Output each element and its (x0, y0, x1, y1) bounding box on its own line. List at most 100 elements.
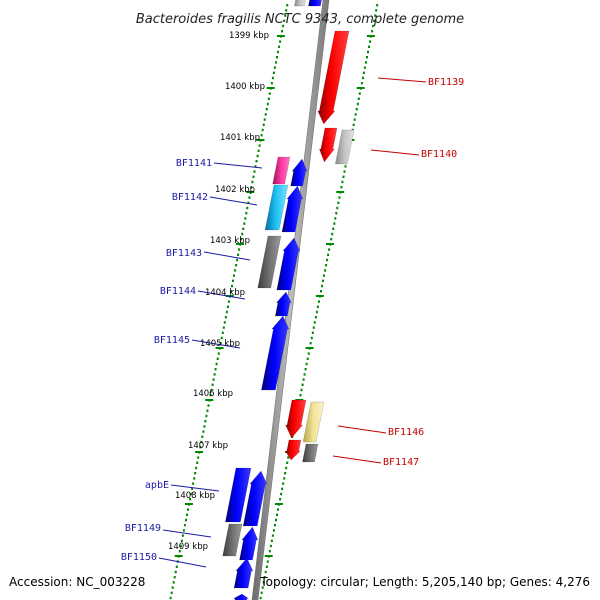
gene-bf1146-segment (302, 401, 325, 443)
ruler-dot (334, 217, 337, 220)
ruler-dot (266, 560, 269, 563)
gene-label-apbe: apbE (145, 480, 169, 491)
gene-label-bf1139: BF1139 (428, 77, 464, 88)
ruler-dot (262, 581, 265, 584)
ruler-dot (220, 336, 223, 340)
ruler-dot (238, 248, 241, 251)
ruler-dot (270, 82, 273, 85)
ruler-dot (301, 383, 304, 386)
ruler-dot (360, 82, 363, 85)
ruler-dot (320, 290, 322, 293)
ruler-dot (335, 212, 338, 215)
ruler-dot (354, 113, 357, 116)
ruler-dot (271, 76, 274, 80)
ruler-dot (277, 508, 279, 511)
ruler-dot (269, 544, 272, 548)
ruler-dot (194, 472, 197, 475)
ruler-dot (241, 232, 244, 236)
ruler-dot (255, 160, 258, 163)
ruler-dot (300, 388, 303, 392)
ruler-dot (182, 529, 185, 532)
ruler-dot (251, 180, 254, 184)
ruler-dot (356, 102, 359, 106)
gene-bottom-partial (233, 593, 250, 600)
ruler-dot (365, 61, 367, 64)
ruler-dot (333, 222, 336, 225)
ruler-dot (286, 4, 289, 7)
ruler-dot (361, 76, 364, 80)
ruler-dot (263, 576, 266, 579)
ruler-dot (344, 165, 347, 168)
ruler-dot (170, 591, 173, 594)
ruler-dot (343, 170, 346, 173)
ruler-dot (231, 284, 233, 288)
ruler-dot (336, 206, 339, 210)
leader-bf1147 (332, 455, 382, 464)
ruler-dot (374, 14, 377, 17)
ruler-dot (254, 165, 257, 168)
leader-bf1149 (162, 529, 212, 538)
gene-label-bf1144: BF1144 (160, 286, 196, 297)
leader-apbe (170, 484, 220, 492)
ruler-dot (275, 518, 277, 522)
ruler-dot (207, 404, 210, 407)
kbp-label: 1407 kbp (188, 441, 228, 451)
ruler-dot (317, 300, 320, 303)
ruler-dot (205, 414, 208, 418)
gene-bf1140 (319, 127, 338, 163)
ruler-dot (169, 596, 172, 600)
gene-bf1141-pink (272, 156, 291, 185)
gene-label-bf1150: BF1150 (121, 552, 157, 563)
ruler-dot (224, 316, 227, 319)
leader-bf1146 (337, 425, 387, 434)
kbp-label: 1406 kbp (193, 389, 233, 399)
ruler-dot (211, 383, 214, 386)
ruler-dot (237, 253, 240, 256)
ruler-dot (259, 596, 262, 600)
gene-bf1139 (317, 30, 350, 125)
ruler-dot (215, 362, 218, 366)
gene-bf1140-segment (334, 129, 355, 165)
ruler-dot (185, 518, 187, 522)
gene-label-bf1143: BF1143 (166, 248, 202, 259)
ruler-dot (325, 264, 328, 267)
ruler-dot (245, 212, 248, 215)
ruler-dot (273, 66, 276, 69)
gene-bf1143-gray (257, 235, 282, 289)
gene-bf1146 (285, 399, 307, 439)
ruler-dot (299, 394, 302, 397)
kbp-label: 1408 kbp (175, 491, 215, 501)
ruler-dot (376, 4, 379, 7)
ruler-dot (196, 461, 199, 464)
ruler-dot (375, 9, 378, 12)
ruler-dot (314, 316, 317, 319)
ruler-dot (270, 539, 273, 542)
ruler-dot (371, 30, 374, 33)
kbp-label-layer: 1399 kbp 1400 kbp 1401 kbp 1402 kbp 1403 kbp… (168, 31, 269, 552)
ruler-dot (262, 123, 265, 126)
ruler-dot (197, 456, 200, 459)
ruler-dot (234, 269, 237, 272)
ruler-dot (265, 565, 268, 568)
kbp-label: 1399 kbp (229, 31, 269, 41)
kbp-label: 1401 kbp (220, 133, 260, 143)
ruler-dot (192, 482, 195, 485)
ruler-dot (341, 180, 344, 184)
ruler-dot (326, 258, 329, 262)
ruler-dot (186, 513, 188, 516)
gene-apbe-right (242, 470, 268, 527)
leader-bf1140 (370, 149, 420, 156)
kbp-label: 1405 kbp (200, 339, 240, 349)
ruler-dot (252, 175, 255, 178)
ruler-dot (260, 134, 263, 137)
ruler-dot (328, 248, 331, 251)
ruler-dot (355, 108, 358, 111)
ruler-dot (193, 477, 196, 480)
ruler-dot (189, 498, 192, 501)
gene-bf1145 (261, 315, 290, 391)
ruler-dot (305, 362, 308, 366)
leader-bf1139 (377, 77, 427, 83)
ruler-dot (277, 50, 279, 54)
ruler-dot (352, 123, 355, 126)
ruler-dot (240, 238, 243, 241)
